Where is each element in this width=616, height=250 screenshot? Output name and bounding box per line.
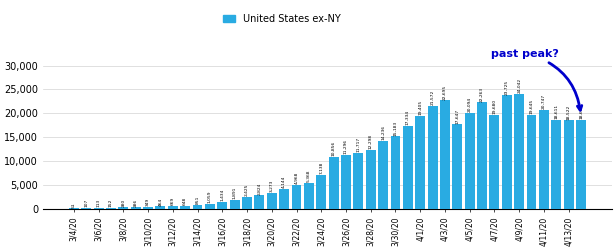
Text: 11,296: 11,296 — [344, 139, 348, 154]
Text: 19,645: 19,645 — [530, 99, 533, 114]
Bar — [341, 155, 351, 209]
Text: 51: 51 — [72, 202, 76, 208]
Text: 21,572: 21,572 — [431, 90, 434, 105]
Bar — [527, 115, 537, 209]
Bar — [279, 189, 289, 209]
Text: 669: 669 — [171, 196, 175, 205]
Text: 23,725: 23,725 — [505, 80, 509, 95]
Bar — [378, 141, 388, 209]
Bar — [267, 193, 277, 209]
Bar — [428, 106, 437, 209]
Text: 280: 280 — [121, 198, 125, 207]
Text: 12,298: 12,298 — [369, 134, 373, 149]
Bar — [440, 100, 450, 209]
Text: 24,042: 24,042 — [517, 78, 521, 93]
Text: 22,263: 22,263 — [480, 86, 484, 102]
Text: past peak?: past peak? — [492, 48, 582, 110]
Bar — [329, 157, 339, 209]
Bar — [452, 124, 462, 209]
Text: 107: 107 — [84, 199, 88, 207]
Bar — [230, 200, 240, 209]
Bar — [354, 153, 363, 209]
Text: 113: 113 — [97, 199, 100, 207]
Bar — [551, 120, 561, 209]
Text: 20,747: 20,747 — [542, 94, 546, 109]
Bar — [106, 208, 116, 209]
Text: 2,425: 2,425 — [245, 184, 249, 196]
Bar — [304, 183, 314, 209]
Text: 15,183: 15,183 — [394, 120, 397, 136]
Text: 20,094: 20,094 — [468, 97, 472, 112]
Text: 19,405: 19,405 — [418, 100, 422, 115]
Text: 19,680: 19,680 — [492, 99, 496, 114]
Bar — [155, 206, 165, 209]
Text: 18,522: 18,522 — [567, 104, 570, 120]
Bar — [131, 207, 140, 209]
Bar — [81, 208, 91, 209]
Bar — [415, 116, 425, 209]
Text: 18,612: 18,612 — [579, 104, 583, 119]
Bar — [539, 110, 549, 209]
Bar — [514, 94, 524, 209]
Bar — [391, 136, 400, 209]
Text: 464: 464 — [158, 198, 163, 206]
Bar — [490, 115, 500, 209]
Text: 17,334: 17,334 — [406, 110, 410, 125]
Text: 1,434: 1,434 — [221, 189, 224, 201]
Text: 286: 286 — [134, 198, 138, 206]
Bar — [143, 207, 153, 209]
Text: 152: 152 — [109, 199, 113, 207]
Text: 18,611: 18,611 — [554, 104, 558, 119]
Bar — [205, 204, 215, 209]
Text: 17,647: 17,647 — [455, 109, 460, 124]
Bar — [291, 185, 301, 209]
Bar — [94, 208, 103, 209]
Text: 7,138: 7,138 — [319, 162, 323, 174]
Text: 22,695: 22,695 — [443, 84, 447, 100]
Text: 1,059: 1,059 — [208, 190, 212, 203]
Bar — [254, 195, 264, 209]
Bar — [576, 120, 586, 209]
Bar — [180, 206, 190, 209]
Bar — [217, 202, 227, 209]
Text: 4,968: 4,968 — [294, 172, 299, 184]
Legend: United States ex-NY: United States ex-NY — [219, 10, 344, 28]
Bar — [564, 120, 573, 209]
Text: 14,236: 14,236 — [381, 125, 385, 140]
Bar — [502, 96, 512, 209]
Text: 4,144: 4,144 — [282, 176, 286, 188]
Text: 648: 648 — [183, 197, 187, 205]
Text: 349: 349 — [146, 198, 150, 206]
Text: 1,891: 1,891 — [233, 186, 237, 199]
Text: 851: 851 — [195, 196, 200, 204]
Bar — [316, 175, 326, 209]
Bar — [168, 206, 178, 209]
Bar — [403, 126, 413, 209]
Bar — [464, 113, 475, 209]
Text: 11,717: 11,717 — [357, 137, 360, 152]
Bar — [118, 207, 128, 209]
Text: 3,273: 3,273 — [270, 180, 274, 192]
Text: 10,856: 10,856 — [331, 141, 336, 156]
Bar — [193, 205, 203, 209]
Text: 5,368: 5,368 — [307, 170, 311, 182]
Bar — [366, 150, 376, 209]
Bar — [477, 102, 487, 209]
Text: 2,824: 2,824 — [257, 182, 261, 194]
Bar — [242, 197, 252, 209]
